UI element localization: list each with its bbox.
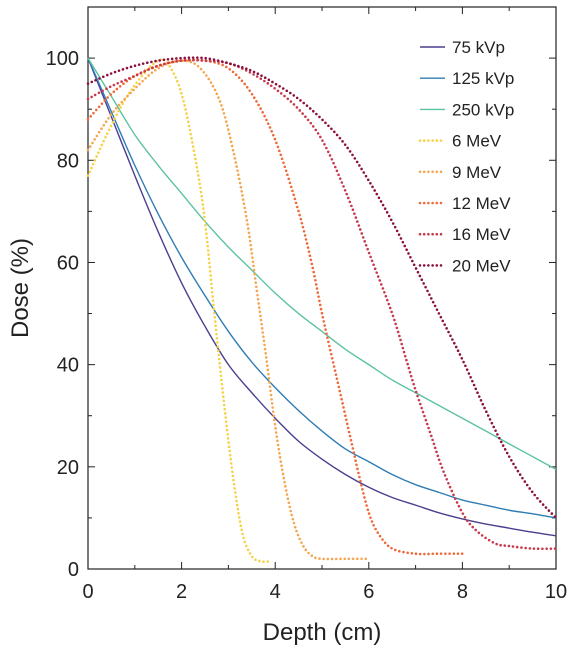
y-axis-label: Dose (%) (7, 238, 34, 338)
y-tick-label: 60 (57, 252, 79, 274)
legend: 75 kVp 125 kVp 250 kVp 6 MeV 9 MeV 12 MeV 16 M… (418, 38, 514, 275)
y-tick-label: 40 (57, 355, 79, 377)
y-tick-label: 80 (57, 150, 79, 172)
x-tick-label: 8 (457, 581, 468, 603)
series-line-12-mev (86, 58, 464, 556)
plot-frame (87, 6, 557, 570)
legend-label: 9 MeV (452, 163, 502, 182)
x-tick-label: 10 (545, 581, 567, 603)
series-line-9-mev (86, 59, 371, 561)
legend-label: 75 kVp (452, 38, 505, 57)
series-line-75-kvp (87, 57, 557, 537)
legend-label: 250 kVp (452, 100, 514, 119)
legend-label: 125 kVp (452, 69, 514, 88)
x-tick-label: 4 (270, 581, 281, 603)
x-tick-label: 2 (176, 581, 187, 603)
x-tick-label: 6 (363, 581, 374, 603)
x-tick-label: 0 (82, 581, 93, 603)
series-line-250-kvp (87, 57, 557, 470)
legend-label: 6 MeV (452, 132, 502, 151)
y-tick-label: 100 (46, 48, 79, 70)
series-line-20-mev (86, 56, 558, 520)
y-tick-label: 20 (57, 457, 79, 479)
legend-label: 12 MeV (452, 194, 511, 213)
legend-label: 16 MeV (452, 225, 511, 244)
y-tick-label: 0 (68, 559, 79, 581)
legend-label: 20 MeV (452, 256, 511, 275)
series-line-16-mev (86, 58, 558, 551)
x-axis-label: Depth (cm) (263, 619, 382, 646)
series-line-125-kvp (87, 57, 557, 519)
series-layer (86, 56, 558, 564)
series-line-6-mev (86, 57, 272, 564)
